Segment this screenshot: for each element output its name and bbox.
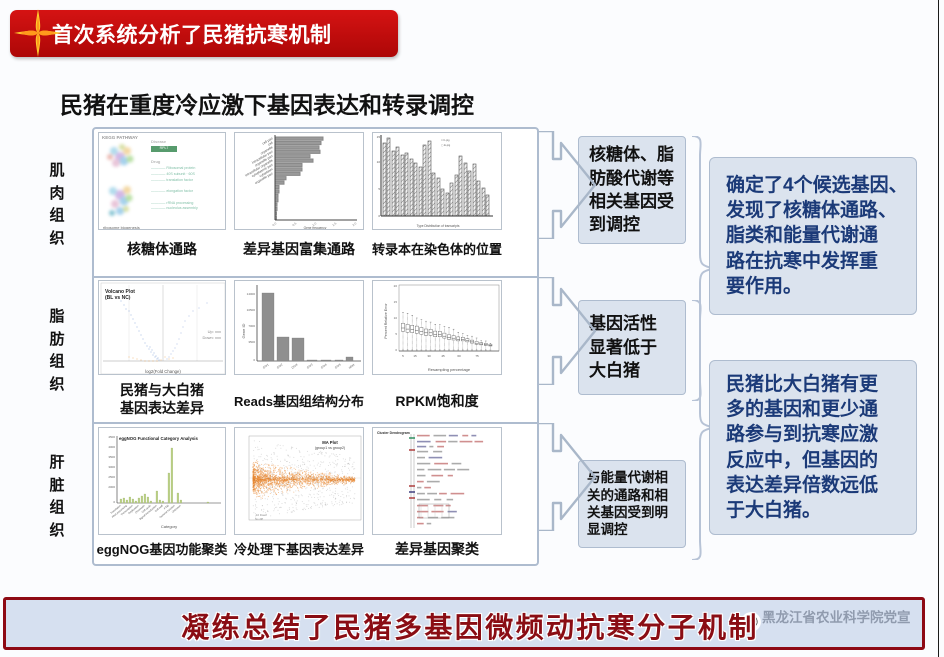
- svg-text:eggNOG Functional Category Ana: eggNOG Functional Category Analysis: [119, 436, 198, 441]
- svg-text:Chr4: Chr4: [320, 362, 328, 369]
- svg-text:20: 20: [394, 284, 398, 288]
- svg-text:15: 15: [377, 135, 381, 139]
- svg-text:75: 75: [475, 354, 479, 358]
- svg-text:Up: xxx: Up: xxx: [208, 329, 221, 334]
- svg-text:0: 0: [113, 500, 115, 504]
- svg-text:MA Plot: MA Plot: [322, 440, 338, 445]
- svg-text:▢ E-pig: ▢ E-pig: [441, 143, 451, 147]
- svg-text:Cluster Dendrogram: Cluster Dendrogram: [377, 431, 410, 435]
- svg-text:Down: xxx: Down: xxx: [203, 335, 221, 340]
- svg-text:□ C-pig: □ C-pig: [441, 138, 450, 142]
- svg-text:(group1 vs group2): (group1 vs group2): [315, 446, 345, 450]
- svg-text:ChrX: ChrX: [291, 363, 299, 370]
- svg-text:Percent Relative Error: Percent Relative Error: [384, 303, 388, 339]
- svg-text:4500: 4500: [108, 435, 115, 439]
- svg-text:5: 5: [395, 332, 397, 336]
- svg-text:3500: 3500: [108, 455, 115, 459]
- svg-text:1.5: 1.5: [331, 221, 337, 227]
- svg-text:Resampling percentage: Resampling percentage: [428, 367, 471, 372]
- svg-text:Chr3: Chr3: [306, 362, 314, 369]
- svg-text:2.0: 2.0: [351, 221, 357, 227]
- svg-text:Type Distribution of transcri: Type Distribution of transcripts: [417, 224, 460, 228]
- svg-text:log2(Fold Change): log2(Fold Change): [145, 369, 181, 374]
- svg-text:3500: 3500: [248, 340, 255, 344]
- svg-text:0: 0: [395, 348, 397, 352]
- svg-text:(BL vs NC): (BL vs NC): [105, 295, 131, 301]
- svg-text:2500: 2500: [108, 475, 115, 479]
- svg-text:5: 5: [402, 354, 404, 358]
- svg-text:10500: 10500: [247, 308, 256, 312]
- svg-text:2000: 2000: [108, 485, 115, 489]
- svg-text:15: 15: [413, 354, 417, 358]
- svg-text:No diff: No diff: [255, 517, 263, 521]
- svg-text:Gene frequency: Gene frequency: [304, 226, 327, 230]
- svg-text:Category: Category: [161, 524, 177, 529]
- svg-text:60: 60: [457, 354, 461, 358]
- svg-text:10: 10: [377, 160, 381, 164]
- svg-text:30: 30: [427, 354, 431, 358]
- svg-text:7000: 7000: [248, 324, 255, 328]
- svg-text:0.5: 0.5: [291, 221, 297, 227]
- svg-text:15: 15: [394, 300, 398, 304]
- svg-text:4000: 4000: [108, 445, 115, 449]
- svg-text:Gene ID: Gene ID: [241, 323, 246, 338]
- svg-text:45: 45: [441, 354, 445, 358]
- svg-text:0: 0: [378, 214, 380, 218]
- svg-text:0.0: 0.0: [271, 221, 277, 227]
- svg-text:3000: 3000: [108, 465, 115, 469]
- svg-text:14000: 14000: [247, 292, 256, 296]
- svg-text:Chr2: Chr2: [276, 362, 284, 369]
- svg-text:0: 0: [253, 358, 255, 362]
- svg-text:Chr1: Chr1: [262, 362, 270, 369]
- svg-text:Chr5: Chr5: [334, 362, 342, 369]
- svg-text:other: other: [348, 363, 356, 370]
- svg-text:10: 10: [394, 316, 398, 320]
- svg-text:5: 5: [378, 187, 380, 191]
